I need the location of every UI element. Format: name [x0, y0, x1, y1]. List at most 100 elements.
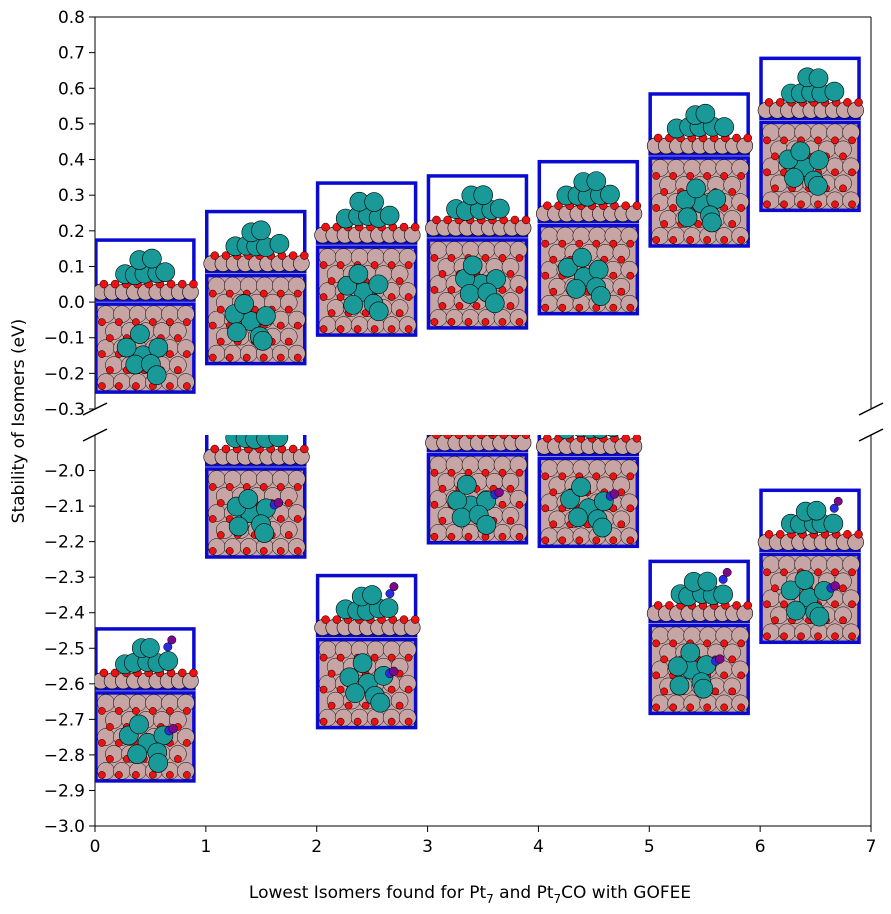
oxygen-atom [443, 435, 452, 440]
x-axis-label-sub1: 7 [486, 892, 494, 906]
oxygen-atom [404, 325, 413, 333]
platinum-atom [677, 207, 698, 228]
oxygen-atom [780, 136, 788, 145]
oxygen-atom [626, 472, 635, 481]
co-oxygen-atom [612, 401, 620, 409]
top-view-substrate-5 [651, 626, 749, 713]
oxygen-atom [110, 668, 120, 678]
oxygen-atom [780, 632, 788, 641]
y-tick-label-top-1: 0.7 [58, 44, 85, 64]
platinum-atom [809, 606, 830, 627]
platinum-atom [155, 262, 176, 282]
oxygen-atom [506, 270, 515, 278]
oxygen-atom [166, 279, 176, 289]
oxygen-atom [626, 271, 635, 280]
oxygen-atom [370, 653, 379, 662]
oxygen-atom [319, 293, 328, 301]
oxygen-atom [370, 325, 379, 333]
oxygen-atom [763, 568, 771, 577]
oxygen-atom [653, 601, 663, 610]
oxygen-atom [498, 500, 507, 509]
platinum-atom [713, 584, 733, 605]
side-view-cluster-1 [225, 220, 290, 257]
oxygen-atom [432, 215, 441, 225]
platinum-atom [476, 401, 495, 420]
oxygen-atom [353, 325, 362, 333]
top-view-cluster-4 [560, 477, 620, 538]
oxygen-atom [410, 222, 420, 232]
top-view-cluster-6 [778, 141, 829, 196]
oxygen-atom [284, 531, 293, 539]
oxygen-atom [225, 547, 234, 555]
co-oxygen-atom [167, 635, 177, 645]
platinum-atom [146, 365, 167, 386]
carbon-atom [497, 405, 505, 413]
isomer-marker-pt7-2 [314, 181, 421, 337]
oxygen-atom [276, 289, 285, 298]
platinum-atom [702, 212, 722, 233]
oxygen-atom [703, 236, 712, 244]
oxygen-atom [515, 318, 524, 326]
co-oxygen-atom [273, 498, 284, 508]
platinum-atom [348, 264, 369, 284]
y-tick-label-top-11: −0.3 [44, 400, 85, 420]
platinum-atom [576, 404, 595, 423]
oxygen-atom [344, 701, 353, 710]
oxygen-atom [703, 703, 712, 712]
oxygen-atom [293, 483, 302, 491]
y-tick-label-top-4: 0.4 [58, 151, 85, 171]
top-view-cluster-5 [668, 642, 725, 699]
oxygen-atom [626, 303, 635, 312]
platinum-atom [806, 500, 827, 521]
oxygen-atom [743, 133, 753, 143]
oxygen-atom [763, 632, 771, 641]
x-axis-label-mid: and Pt [494, 883, 554, 903]
platinum-atom [238, 489, 259, 509]
oxygen-atom [115, 707, 123, 715]
oxygen-atom [404, 717, 413, 726]
oxygen-atom [510, 435, 520, 440]
oxygen-atom [387, 717, 396, 726]
oxygen-atom [626, 536, 635, 545]
oxygen-atom [208, 547, 217, 555]
oxygen-atom [488, 435, 497, 440]
oxygen-atom [132, 707, 140, 715]
oxygen-atom [443, 215, 452, 225]
oxygen-atom [669, 703, 678, 712]
platinum-atom [370, 692, 391, 713]
oxygen-atom [720, 703, 729, 712]
oxygen-atom [166, 318, 174, 326]
platinum-atom [364, 192, 384, 212]
y-tick-label-bottom-9: −2.9 [44, 781, 85, 801]
oxygen-atom [549, 520, 558, 529]
oxygen-atom [438, 270, 447, 278]
oxygen-atom [319, 685, 328, 694]
oxygen-atom [166, 382, 174, 390]
oxygen-atom [208, 289, 217, 298]
oxygen-atom [327, 701, 336, 710]
carbon-atom [718, 574, 728, 584]
oxygen-atom [515, 286, 524, 294]
oxygen-atom [106, 723, 114, 731]
oxygen-atom [98, 350, 106, 358]
oxygen-atom [300, 444, 309, 454]
side-view-cluster-4 [556, 171, 620, 207]
platinum-atom [252, 330, 273, 351]
platinum-atom [446, 416, 465, 435]
isomer-marker-pt7-3 [425, 174, 532, 330]
oxygen-atom [839, 616, 847, 625]
platinum-atom [786, 600, 806, 621]
oxygen-atom [430, 532, 439, 541]
platinum-atom [476, 515, 497, 535]
platinum-atom [784, 168, 804, 188]
oxygen-atom [686, 236, 695, 244]
x-axis-label-sub2: 7 [554, 892, 562, 906]
side-view-cluster-3 [446, 401, 505, 436]
co-oxygen-atom [389, 582, 399, 592]
oxygen-atom [854, 530, 863, 539]
oxygen-atom [831, 568, 839, 577]
x-tick-label-5: 5 [644, 837, 655, 857]
top-view-cluster-5 [675, 178, 727, 233]
oxygen-atom [174, 366, 182, 374]
oxygen-atom [669, 172, 678, 180]
